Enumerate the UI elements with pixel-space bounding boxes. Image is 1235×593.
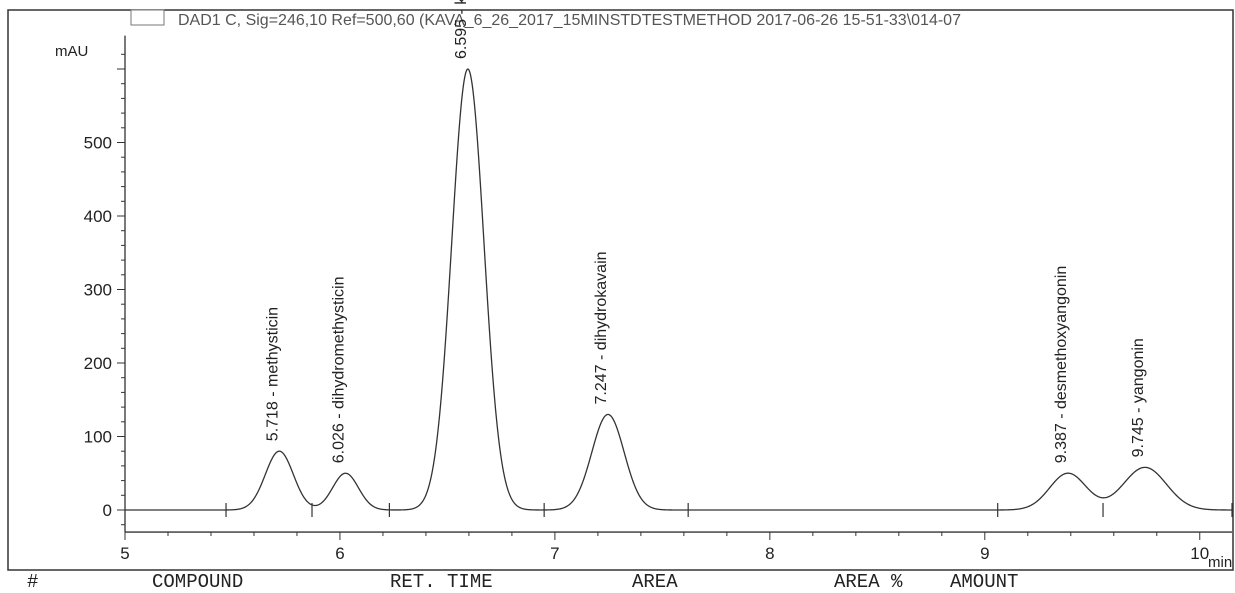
x-tick-label: 6 [335, 544, 344, 563]
legend-text: DAD1 C, Sig=246,10 Ref=500,60 (KAVA_6_26… [178, 12, 961, 29]
axes-group: 0 100 200 300 400 500 5 6 7 8 9 10 [84, 35, 1232, 563]
integration-marks-group [225, 503, 1233, 517]
col-header-amount: AMOUNT [950, 571, 1019, 593]
y-tick-label: 0 [103, 501, 112, 520]
peak-label: 9.745 - yangonin [1130, 338, 1147, 457]
x-axis-unit-label: min [1208, 554, 1232, 571]
plot-frame [7, 9, 1234, 571]
peak-label: 7.247 - dihydrokavain [593, 251, 610, 404]
peak-label: 6.026 - dihydromethysticin [331, 276, 348, 463]
y-tick-label: 200 [84, 354, 112, 373]
y-tick-label: 400 [84, 207, 112, 226]
x-tick-label: 5 [120, 544, 129, 563]
x-tick-label: 9 [980, 544, 989, 563]
x-tick-label: 8 [765, 544, 774, 563]
col-header-area: AREA [632, 571, 678, 593]
x-tick-label: 7 [550, 544, 559, 563]
peak-labels-group: 5.718 - methysticin 6.026 - dihydromethys… [264, 0, 1147, 463]
col-header-area-percent: AREA % [834, 571, 903, 593]
y-tick-label: 300 [84, 281, 112, 300]
y-tick-label: 100 [84, 428, 112, 447]
chromatogram-trace [125, 68, 1232, 511]
peak-label: 9.387 - desmethoxyangonin [1053, 266, 1070, 463]
legend-swatch [130, 9, 165, 26]
col-header-number: # [27, 571, 39, 593]
x-tick-label: 10 [1190, 544, 1209, 563]
col-header-ret-time: RET. TIME [390, 571, 493, 593]
peak-label: 5.718 - methysticin [264, 307, 281, 441]
results-table-header: # COMPOUND RET. TIME AREA AREA % AMOUNT [0, 571, 1235, 593]
y-tick-label: 500 [84, 134, 112, 153]
chromatogram-chart: DAD1 C, Sig=246,10 Ref=500,60 (KAVA_6_26… [7, 0, 1234, 571]
peak-label: 6.595 - kavain [453, 0, 470, 59]
y-axis-unit-label: mAU [55, 43, 88, 60]
col-header-compound: COMPOUND [152, 571, 244, 593]
